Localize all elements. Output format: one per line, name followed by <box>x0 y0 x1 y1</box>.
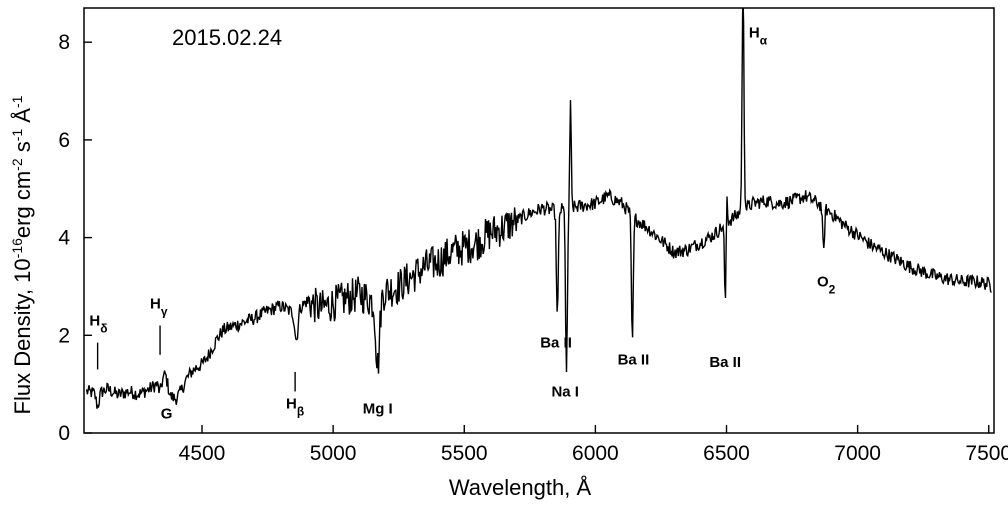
line-annotations: Hδ Hγ G Hβ Mg I Ba II Na I Ba II Ba II Hα O2 <box>89 24 835 422</box>
line-annotation-label: Mg I <box>363 400 393 417</box>
x-tick-label: 5500 <box>441 442 488 465</box>
x-tick-label: 7000 <box>834 442 881 465</box>
x-tick-label: 6500 <box>703 442 750 465</box>
y-tick-label: 4 <box>58 227 70 250</box>
plot-area: Hδ Hγ G Hβ Mg I Ba II Na I Ba II Ba II Hα O2 2015.… <box>83 7 995 434</box>
y-tick-label: 2 <box>58 324 70 347</box>
line-annotation-label: Na I <box>551 383 579 400</box>
x-tick-label: 7500 <box>965 442 1008 465</box>
line-annotation-label: Ba II <box>540 335 572 352</box>
line-annotation-label: Ba II <box>709 354 741 371</box>
line-annotation-label: O2 <box>817 273 836 296</box>
x-tick-label: 4500 <box>179 442 226 465</box>
x-axis: 4500 5000 5500 6000 6500 7000 7500 <box>179 425 1008 465</box>
line-annotation-label: Hβ <box>286 396 304 419</box>
line-annotation-label: Hα <box>749 24 768 47</box>
line-annotation-label: Ba II <box>618 352 650 369</box>
svg-text:Flux Density, 10-16erg cm-2 s-: Flux Density, 10-16erg cm-2 s-1 Å-1 <box>9 95 35 414</box>
spectrum-line <box>85 8 992 409</box>
y-tick-label: 8 <box>58 31 70 54</box>
x-axis-title: Wavelength, Å <box>449 475 592 500</box>
x-tick-label: 6000 <box>572 442 619 465</box>
annotation-ticks <box>96 325 296 392</box>
plot-frame <box>83 7 995 434</box>
y-axis-title: Flux Density, 10-16erg cm-2 s-1 Å-1 <box>9 95 35 414</box>
y-tick-label: 0 <box>58 422 70 445</box>
line-annotation-label: Hγ <box>150 295 168 318</box>
y-tick-label: 6 <box>58 129 70 152</box>
line-annotation-label: Hδ <box>89 313 107 336</box>
line-annotation-label: G <box>161 405 173 422</box>
x-tick-label: 5000 <box>310 442 357 465</box>
date-label: 2015.02.24 <box>172 25 282 50</box>
y-axis: 0 2 4 6 8 <box>58 31 92 445</box>
